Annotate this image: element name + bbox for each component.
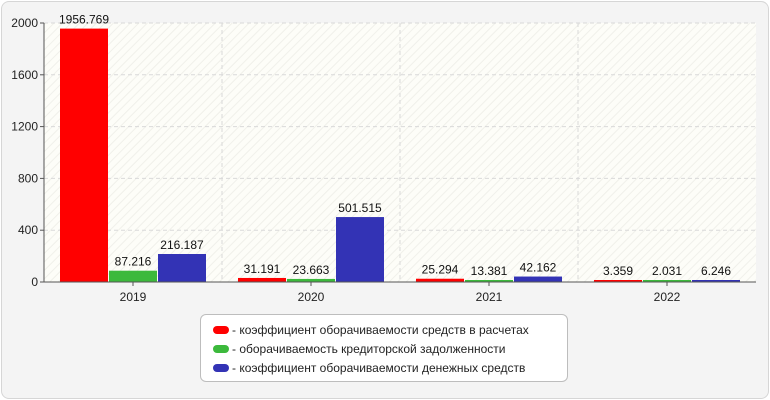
legend-label: - оборачиваемость кредиторской задолженн… <box>232 341 506 356</box>
legend-swatch-blue <box>213 363 229 372</box>
y-tick-label: 800 <box>18 171 38 185</box>
y-tick-label: 0 <box>31 275 38 289</box>
data-label: 87.216 <box>115 255 152 269</box>
x-tick-label: 2021 <box>476 290 503 304</box>
y-tick-label: 2000 <box>11 16 38 30</box>
data-label: 42.162 <box>520 261 557 275</box>
y-tick-label: 400 <box>18 223 38 237</box>
data-label: 25.294 <box>422 263 459 277</box>
data-label: 501.515 <box>338 201 382 215</box>
bar <box>60 28 108 282</box>
data-label: 216.187 <box>160 238 204 252</box>
bar <box>158 254 206 282</box>
legend: - коэффициент оборачиваемости средств в … <box>200 314 568 382</box>
bar <box>692 280 740 282</box>
data-label: 6.246 <box>701 264 731 278</box>
bar <box>594 280 642 282</box>
bar <box>514 276 562 282</box>
data-label: 13.381 <box>471 264 508 278</box>
legend-label: - коэффициент оборачиваемости денежных с… <box>232 360 526 375</box>
data-label: 1956.769 <box>59 13 109 27</box>
data-label: 23.663 <box>293 263 330 277</box>
x-tick-label: 2020 <box>298 290 325 304</box>
bar <box>643 280 691 282</box>
bar <box>465 280 513 282</box>
data-label: 3.359 <box>603 264 633 278</box>
bar <box>416 278 464 282</box>
bar <box>287 278 335 282</box>
data-label: 2.031 <box>652 264 682 278</box>
legend-item: - оборачиваемость кредиторской задолженн… <box>213 339 567 358</box>
y-tick-label: 1600 <box>11 68 38 82</box>
x-tick-label: 2019 <box>120 290 147 304</box>
legend-item: - коэффициент оборачиваемости денежных с… <box>213 358 567 377</box>
bar <box>336 217 384 282</box>
legend-label: - коэффициент оборачиваемости средств в … <box>232 322 529 337</box>
x-tick-label: 2022 <box>654 290 681 304</box>
legend-swatch-green <box>213 344 229 353</box>
legend-swatch-red <box>213 325 229 334</box>
data-label: 31.191 <box>244 262 281 276</box>
bar <box>109 270 157 282</box>
y-tick-label: 1200 <box>11 120 38 134</box>
legend-item: - коэффициент оборачиваемости средств в … <box>213 320 567 339</box>
bar <box>238 277 286 282</box>
